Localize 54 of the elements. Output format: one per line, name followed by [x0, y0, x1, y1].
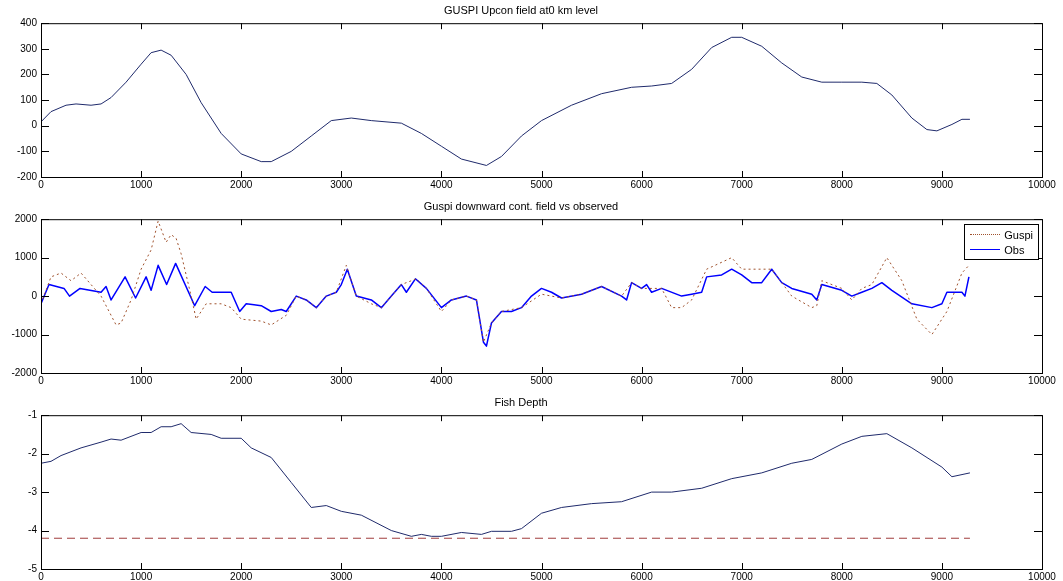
- x-tick-label: 1000: [129, 570, 153, 581]
- x-tick-label: 10000: [1028, 178, 1057, 190]
- x-tick-label: 9000: [930, 178, 954, 190]
- y-tick-label: 400: [20, 16, 38, 28]
- y-tick-label: -1000: [11, 328, 38, 340]
- x-tick-label: 3000: [330, 374, 353, 386]
- x-tick-label: 7000: [730, 570, 754, 581]
- x-tick-label: 5000: [530, 374, 554, 386]
- y-tick-label: 100: [20, 93, 38, 105]
- y-tick-label: 1000: [14, 251, 38, 263]
- x-tick-label: 5000: [530, 178, 554, 190]
- legend-label: Obs: [1004, 243, 1025, 256]
- x-tick-label: 3000: [330, 570, 353, 581]
- x-tick-label: 10000: [1028, 570, 1057, 581]
- x-tick-label: 0: [38, 570, 45, 581]
- x-tick-label: 3000: [330, 178, 353, 190]
- x-tick-label: 8000: [830, 570, 854, 581]
- legend-label: Guspi: [1004, 228, 1033, 241]
- y-tick-label: -3: [28, 485, 38, 497]
- x-tick-label: 8000: [830, 374, 854, 386]
- y-tick-label: -1: [28, 408, 38, 420]
- x-tick-label: 6000: [630, 570, 654, 581]
- x-tick-label: 2000: [230, 178, 253, 190]
- line-series: [41, 220, 970, 343]
- chart-title: GUSPI Upcon field at0 km level: [443, 3, 599, 16]
- y-tick-label: 300: [20, 42, 38, 54]
- y-tick-label: -5: [28, 562, 38, 574]
- y-tick-label: 200: [20, 68, 38, 80]
- x-tick-label: 6000: [630, 178, 654, 190]
- y-tick-label: -2000: [11, 366, 38, 378]
- y-tick-label: -4: [28, 524, 38, 536]
- x-tick-label: 7000: [730, 178, 754, 190]
- x-tick-label: 5000: [530, 570, 554, 581]
- x-tick-label: 10000: [1028, 374, 1057, 386]
- x-tick-label: 2000: [230, 374, 253, 386]
- x-tick-label: 8000: [830, 178, 854, 190]
- x-tick-label: 9000: [930, 570, 954, 581]
- x-tick-label: 2000: [230, 570, 253, 581]
- y-tick-label: 2000: [14, 212, 38, 224]
- chart-title: Fish Depth: [494, 395, 548, 408]
- x-tick-label: 4000: [430, 178, 453, 190]
- y-tick-label: -200: [16, 170, 38, 182]
- y-tick-label: 0: [31, 119, 38, 131]
- x-tick-label: 7000: [730, 374, 754, 386]
- chart-title: Guspi downward cont. field vs observed: [423, 199, 619, 212]
- x-tick-label: 1000: [129, 178, 153, 190]
- x-tick-label: 1000: [129, 374, 153, 386]
- x-tick-label: 9000: [930, 374, 954, 386]
- x-tick-label: 6000: [630, 374, 654, 386]
- y-tick-label: 0: [31, 289, 38, 301]
- x-tick-label: 4000: [430, 374, 453, 386]
- x-tick-label: 4000: [430, 570, 453, 581]
- y-tick-label: -100: [16, 145, 38, 157]
- y-tick-label: -2: [28, 447, 38, 459]
